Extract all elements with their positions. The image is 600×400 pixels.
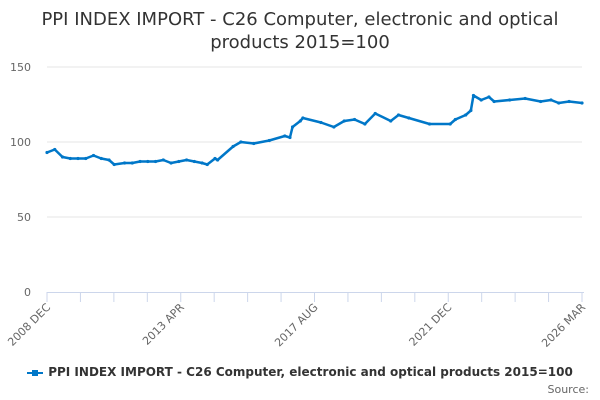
data-point (288, 135, 292, 140)
data-point (471, 93, 476, 98)
data-point (342, 119, 346, 123)
data-point (84, 156, 88, 161)
data-point (487, 95, 491, 99)
data-point (76, 156, 80, 161)
data-point (580, 101, 584, 105)
data-point (45, 150, 49, 155)
data-point (239, 140, 243, 144)
data-point (252, 141, 256, 146)
data-point (169, 161, 173, 165)
data-point (192, 159, 196, 164)
data-point (177, 159, 181, 164)
data-point (122, 161, 127, 165)
data-point (492, 99, 496, 104)
data-point (557, 101, 561, 105)
data-point (508, 98, 512, 102)
data-point (138, 159, 142, 164)
data-point (130, 161, 134, 165)
data-point (68, 156, 72, 161)
data-point (301, 116, 305, 120)
x-tick-label: 2008 DEC (5, 301, 53, 349)
data-point (453, 117, 457, 122)
data-point (469, 108, 473, 113)
data-point (112, 162, 116, 167)
data-point (146, 159, 150, 164)
data-point (567, 99, 571, 104)
y-tick-label: 0 (24, 286, 31, 299)
y-tick-label: 150 (10, 61, 31, 74)
chart-title: PPI INDEX IMPORT - C26 Computer, electro… (41, 9, 559, 53)
y-tick-label: 50 (17, 211, 31, 224)
data-point (389, 119, 393, 123)
data-point (373, 111, 377, 116)
data-point (427, 122, 432, 126)
data-point (153, 159, 158, 164)
data-point (407, 116, 411, 120)
data-point (332, 125, 336, 129)
data-point (549, 98, 553, 102)
data-point (448, 122, 452, 126)
x-tick-label: 2013 APR (140, 301, 187, 348)
data-point (205, 162, 209, 167)
legend-item[interactable]: PPI INDEX IMPORT - C26 Computer, electro… (0, 365, 600, 379)
x-tick-label: 2026 MAR (539, 301, 588, 350)
legend-line-marker-icon (27, 369, 44, 376)
data-point (213, 156, 217, 161)
data-point (396, 113, 401, 117)
series-line (46, 94, 583, 166)
data-point (319, 120, 323, 125)
y-tick-label: 100 (10, 136, 31, 149)
data-point (60, 155, 65, 159)
x-tick-label: 2017 AUG (272, 301, 321, 350)
data-point (53, 147, 57, 152)
data-point (479, 98, 483, 102)
data-point (107, 158, 111, 162)
data-point (231, 144, 235, 149)
data-point (215, 158, 220, 162)
data-point (267, 138, 271, 143)
data-point (184, 158, 189, 162)
data-point (352, 117, 357, 122)
data-point (464, 113, 468, 117)
data-point (200, 161, 204, 165)
data-point (161, 158, 165, 162)
legend-label: PPI INDEX IMPORT - C26 Computer, electro… (48, 365, 573, 379)
data-point (91, 153, 96, 158)
data-point (290, 125, 295, 129)
source-credit[interactable]: Source: (547, 383, 590, 396)
data-point (99, 156, 103, 161)
data-point (523, 96, 527, 101)
x-tick-label: 2021 DEC (407, 301, 455, 349)
data-point (363, 122, 367, 126)
data-point (283, 134, 287, 138)
data-point (539, 99, 543, 104)
data-point (298, 119, 302, 123)
